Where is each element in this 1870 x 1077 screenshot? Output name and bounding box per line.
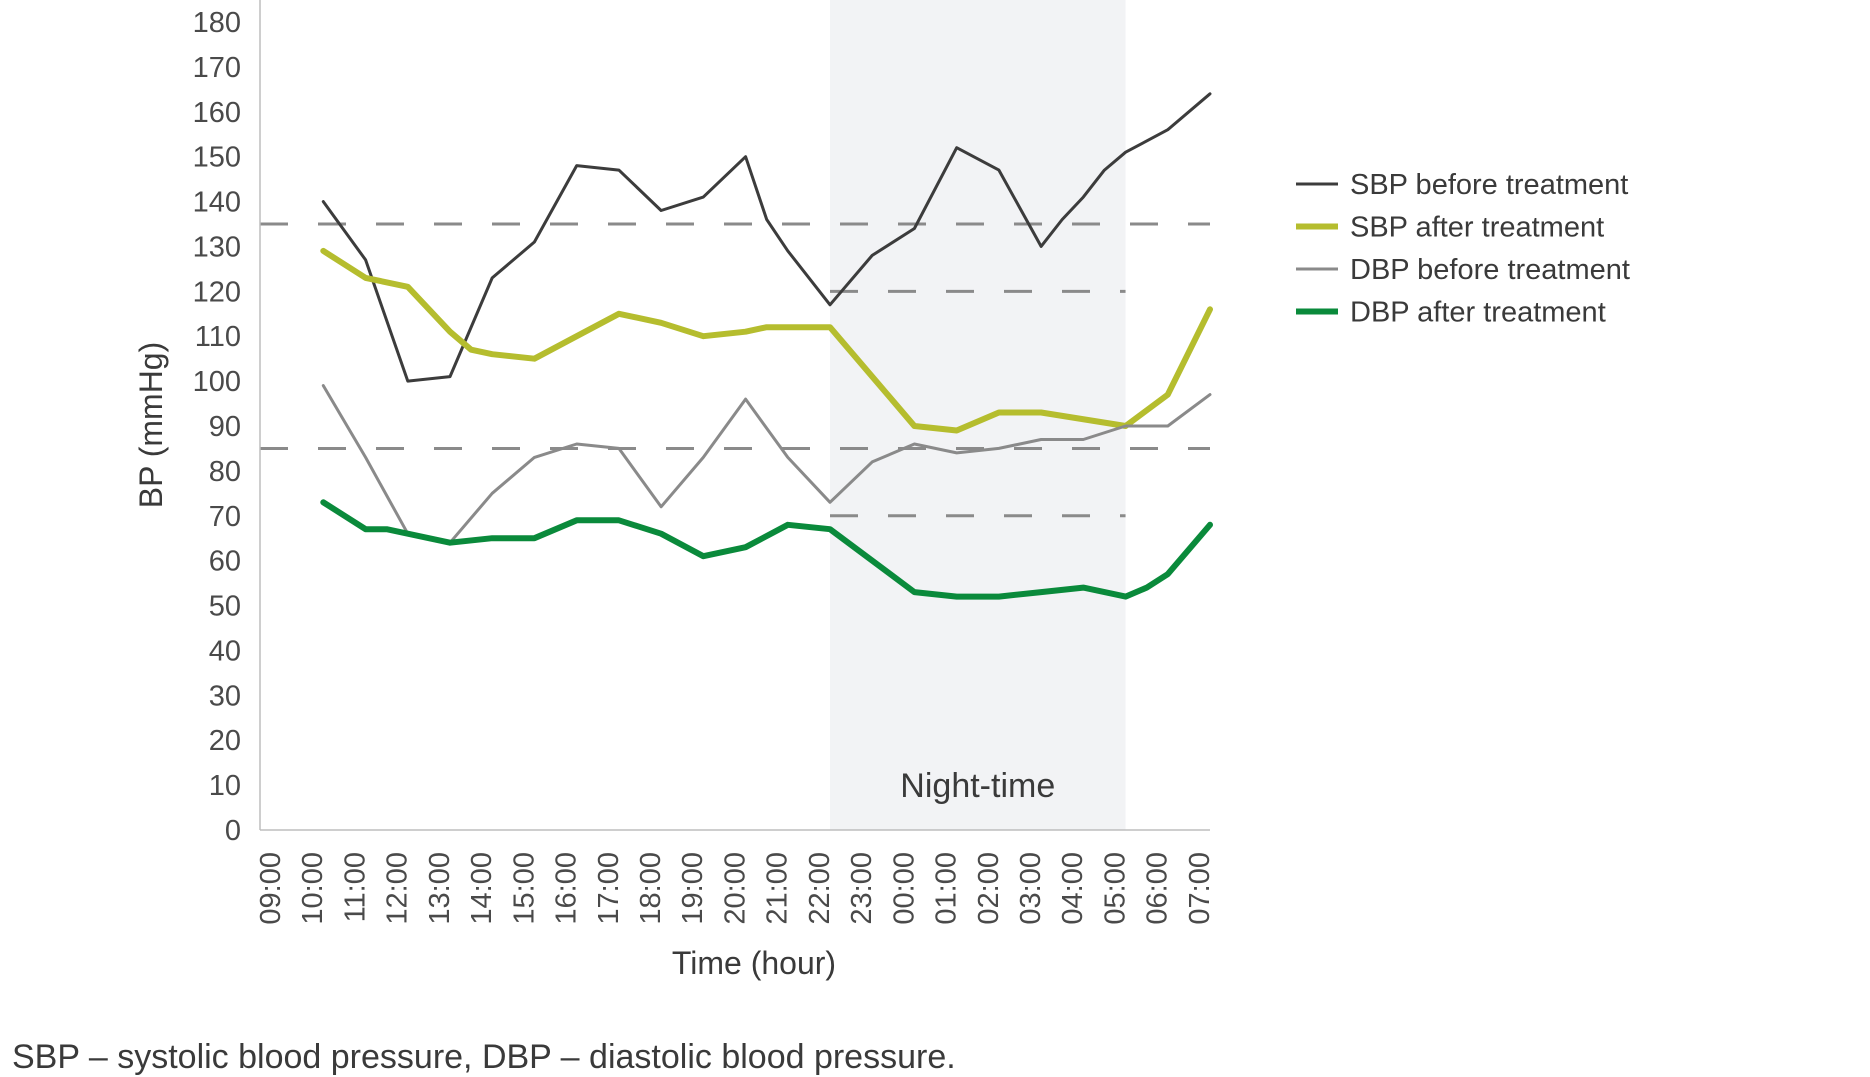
axes <box>259 0 1210 831</box>
x-tick-label: 21:00 <box>762 852 794 925</box>
y-tick-label: 150 <box>193 142 241 174</box>
x-tick-label: 01:00 <box>931 852 963 925</box>
y-tick-label: 90 <box>209 411 241 443</box>
x-tick-label: 02:00 <box>973 852 1005 925</box>
series-line <box>321 92 1212 383</box>
x-tick-label: 20:00 <box>719 852 751 925</box>
y-tick-label: 160 <box>193 97 241 129</box>
y-tick-label: 80 <box>209 456 241 488</box>
x-tick-label: 13:00 <box>424 852 456 925</box>
y-tick-label: 180 <box>193 7 241 39</box>
y-tick-label: 40 <box>209 635 241 667</box>
y-tick-label: 130 <box>193 231 241 263</box>
x-tick-label: 16:00 <box>551 852 583 925</box>
x-tick-label: 06:00 <box>1142 852 1174 925</box>
legend-label: DBP before treatment <box>1350 254 1630 286</box>
x-tick-label: 09:00 <box>255 852 287 925</box>
y-tick-label: 30 <box>209 680 241 712</box>
y-tick-label: 120 <box>193 276 241 308</box>
night-time-region <box>830 0 1126 830</box>
legend-label: SBP after treatment <box>1350 212 1604 244</box>
series-line <box>321 384 1212 545</box>
y-tick-label: 0 <box>225 815 241 847</box>
x-tick-label: 12:00 <box>382 852 414 925</box>
night-time-label: Night-time <box>900 767 1055 805</box>
x-tick-label: 22:00 <box>804 852 836 925</box>
x-tick-label: 18:00 <box>635 852 667 925</box>
y-tick-label: 70 <box>209 501 241 533</box>
legend-label: SBP before treatment <box>1350 169 1628 201</box>
series-line <box>320 247 1213 434</box>
x-tick-label: 19:00 <box>677 852 709 925</box>
y-tick-label: 140 <box>193 187 241 219</box>
y-axis-title: BP (mmHg) <box>133 342 169 509</box>
legend-label: DBP after treatment <box>1350 297 1606 329</box>
x-tick-label: 11:00 <box>339 852 371 922</box>
x-tick-label: 07:00 <box>1184 852 1216 925</box>
y-tick-label: 100 <box>193 366 241 398</box>
legend: SBP before treatment SBP after treatment D… <box>1296 169 1630 329</box>
y-tick-label: 20 <box>209 725 241 757</box>
x-axis-title: Time (hour) <box>672 945 836 981</box>
footnote: SBP – systolic blood pressure, DBP – dia… <box>12 1038 956 1076</box>
series-line <box>320 499 1213 600</box>
reference-lines <box>260 222 1210 518</box>
x-tick-label: 15:00 <box>508 852 540 925</box>
y-tick-label: 60 <box>209 546 241 578</box>
night-time-band <box>830 0 1126 830</box>
y-tick-label: 50 <box>209 591 241 623</box>
x-tick-label: 23:00 <box>846 852 878 925</box>
y-tick-label: 110 <box>195 321 241 353</box>
x-tick-label: 10:00 <box>297 852 329 925</box>
x-tick-label: 04:00 <box>1057 852 1089 925</box>
x-tick-label: 05:00 <box>1099 852 1131 925</box>
x-tick-label: 00:00 <box>888 852 920 925</box>
x-tick-labels: 09:00 10:00 11:00 12:00 13:00 14:00 15:00 16:00… <box>255 852 1216 925</box>
y-tick-labels: 0 10 20 30 40 50 60 70 80 90 100 110 120 130 140 150 160… <box>193 7 241 847</box>
series-lines <box>320 92 1213 600</box>
x-tick-label: 17:00 <box>593 852 625 925</box>
x-tick-label: 14:00 <box>466 852 498 925</box>
y-tick-label: 170 <box>193 52 241 84</box>
y-tick-label: 10 <box>209 770 241 802</box>
x-tick-label: 03:00 <box>1015 852 1047 925</box>
